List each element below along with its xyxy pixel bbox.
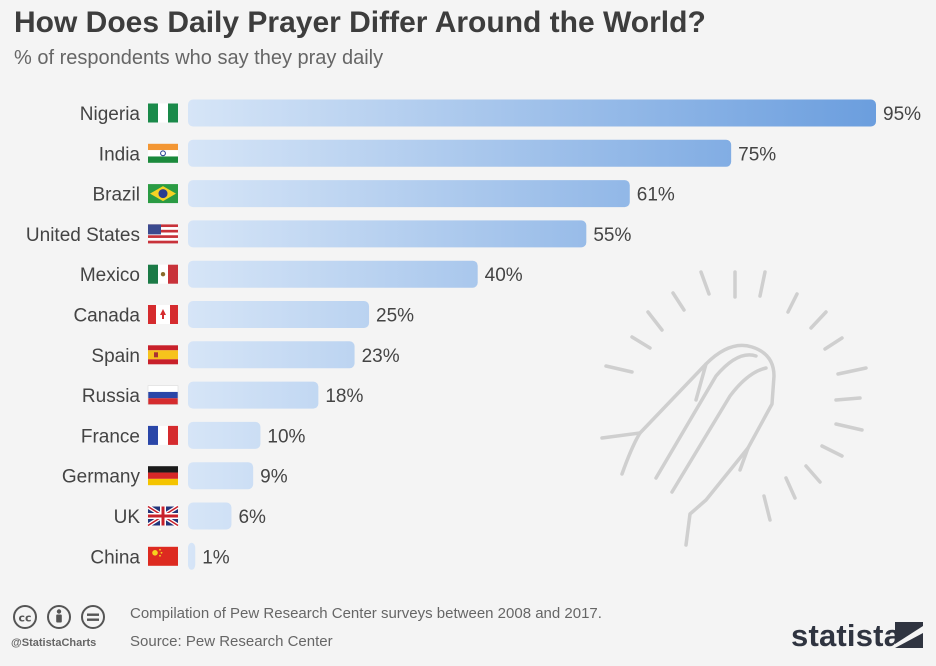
category-label: Nigeria <box>80 104 141 125</box>
category-label: Germany <box>62 467 141 488</box>
no-derivatives-icon <box>81 605 105 629</box>
category-label: India <box>99 144 141 165</box>
category-label: Canada <box>73 306 140 327</box>
bar <box>188 99 876 127</box>
uk-flag-icon <box>146 504 180 528</box>
bar-chart: Nigeria 95% India 75% Brazil 61% United States… <box>26 99 921 570</box>
bar <box>188 502 232 530</box>
spain-flag-icon <box>148 345 178 365</box>
category-label: United States <box>26 225 140 246</box>
bar <box>188 341 355 369</box>
bar <box>188 542 196 570</box>
bar <box>188 139 732 167</box>
praying-hands-icon <box>600 270 868 547</box>
bar <box>188 220 587 248</box>
category-label: China <box>90 547 140 568</box>
united-states-flag-icon <box>148 224 178 244</box>
value-label: 18% <box>325 386 363 407</box>
value-label: 10% <box>267 426 305 447</box>
bar <box>188 462 254 490</box>
category-label: Mexico <box>80 265 140 286</box>
value-label: 95% <box>883 104 921 125</box>
value-label: 40% <box>485 265 523 286</box>
mexico-flag-icon <box>148 264 178 284</box>
germany-flag-icon <box>148 466 178 486</box>
category-label: France <box>81 426 140 447</box>
value-label: 1% <box>202 547 230 568</box>
category-label: UK <box>114 507 141 528</box>
france-flag-icon <box>148 425 178 445</box>
category-label: Russia <box>82 386 141 407</box>
footer-source: Source: Pew Research Center <box>130 633 333 650</box>
footer-note: Compilation of Pew Research Center surve… <box>130 605 602 622</box>
brazil-flag-icon <box>148 184 178 204</box>
canada-flag-icon <box>148 305 178 324</box>
statista-handle: @StatistaCharts <box>11 637 97 649</box>
page-subtitle: % of respondents who say they pray daily <box>14 47 384 69</box>
category-label: Spain <box>91 346 140 367</box>
page-title: How Does Daily Prayer Differ Around the … <box>14 6 706 39</box>
bar <box>188 381 319 409</box>
russia-flag-icon <box>147 385 179 405</box>
bar <box>188 260 478 288</box>
india-flag-icon <box>148 143 178 163</box>
value-label: 23% <box>362 346 400 367</box>
value-label: 75% <box>738 144 776 165</box>
value-label: 6% <box>238 507 266 528</box>
cc-icon: cc <box>13 605 37 629</box>
bar <box>188 421 261 449</box>
value-label: 9% <box>260 467 288 488</box>
svg-text:cc: cc <box>18 612 31 625</box>
attribution-icon <box>47 605 71 629</box>
statista-logo-text[interactable]: statista <box>791 618 902 653</box>
category-label: Brazil <box>92 185 140 206</box>
china-flag-icon <box>148 546 178 566</box>
value-label: 25% <box>376 306 414 327</box>
license-icons: cc <box>13 605 105 629</box>
bar <box>188 301 370 328</box>
value-label: 55% <box>593 225 631 246</box>
nigeria-flag-icon <box>148 103 178 123</box>
statista-logo-icon <box>895 622 923 648</box>
bar <box>188 180 630 208</box>
value-label: 61% <box>637 185 675 206</box>
